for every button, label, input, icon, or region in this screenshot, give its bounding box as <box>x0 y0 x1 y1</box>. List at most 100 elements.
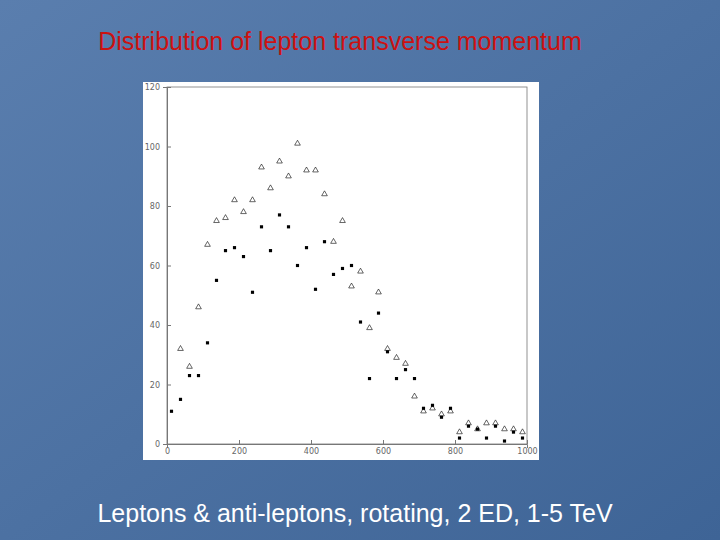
point <box>412 393 418 398</box>
y-tick: 40 <box>150 321 171 330</box>
point <box>377 312 380 315</box>
point <box>512 431 515 434</box>
point <box>413 377 416 380</box>
x-tick-mark <box>527 440 528 444</box>
point <box>503 439 506 442</box>
point <box>250 197 256 202</box>
y-tick-mark <box>167 147 171 148</box>
point <box>286 173 292 178</box>
point <box>170 410 173 413</box>
slide: Distribution of lepton transverse moment… <box>0 0 720 540</box>
point <box>278 213 281 216</box>
point <box>196 304 202 309</box>
x-tick: 600 <box>376 440 391 456</box>
x-tick-mark <box>311 440 312 444</box>
point <box>305 246 308 249</box>
point <box>268 185 274 190</box>
point <box>322 191 328 196</box>
point <box>206 341 209 344</box>
point <box>233 246 236 249</box>
point <box>367 325 373 330</box>
point <box>242 255 245 258</box>
point <box>224 249 227 252</box>
y-tick-mark <box>167 385 171 386</box>
x-tick-label: 1000 <box>517 447 537 456</box>
x-tick-mark <box>455 440 456 444</box>
y-tick-mark <box>167 87 171 88</box>
point <box>314 288 317 291</box>
point <box>259 164 265 169</box>
point <box>394 354 400 359</box>
x-tick: 1000 <box>517 440 537 456</box>
point <box>223 215 229 220</box>
point <box>232 197 238 202</box>
point <box>332 273 335 276</box>
point <box>178 346 184 351</box>
series <box>178 140 526 433</box>
y-tick: 120 <box>145 83 171 92</box>
point <box>493 420 499 425</box>
point <box>331 238 337 243</box>
point <box>349 283 355 288</box>
point <box>431 404 434 407</box>
plot-panel <box>143 82 539 460</box>
point <box>466 420 472 425</box>
point <box>494 425 497 428</box>
point <box>467 425 470 428</box>
point <box>368 377 371 380</box>
point <box>403 360 409 365</box>
x-tick: 800 <box>448 440 463 456</box>
point <box>215 279 218 282</box>
y-tick: 60 <box>150 262 171 271</box>
point <box>323 240 326 243</box>
x-tick-label: 400 <box>304 447 319 456</box>
point <box>260 225 263 228</box>
point <box>251 291 254 294</box>
y-tick: 80 <box>150 202 171 211</box>
y-tick-label: 40 <box>150 321 160 330</box>
point <box>340 218 346 223</box>
y-tick-mark <box>167 266 171 267</box>
y-tick-mark <box>167 444 171 445</box>
x-tick: 200 <box>232 440 247 456</box>
y-tick: 100 <box>145 143 171 152</box>
point <box>485 436 488 439</box>
y-tick-label: 60 <box>150 262 160 271</box>
point <box>386 350 389 353</box>
title: Distribution of lepton transverse moment… <box>98 27 582 55</box>
point <box>277 158 283 163</box>
point <box>511 426 517 431</box>
point <box>449 407 452 410</box>
point <box>188 374 191 377</box>
series <box>170 213 524 442</box>
point <box>404 368 407 371</box>
point <box>458 436 461 439</box>
point <box>341 267 344 270</box>
point <box>350 264 353 267</box>
point <box>214 218 220 223</box>
point <box>439 411 445 416</box>
point <box>187 363 193 368</box>
x-axis-line <box>168 445 528 449</box>
x-tick-label: 600 <box>376 447 391 456</box>
y-tick-mark <box>167 206 171 207</box>
y-tick: 0 <box>155 440 171 449</box>
background <box>0 0 720 540</box>
y-axis: 020406080100120 <box>145 83 171 449</box>
point <box>179 398 182 401</box>
point <box>521 436 524 439</box>
point <box>376 289 382 294</box>
x-tick-mark <box>383 440 384 444</box>
point <box>457 429 463 434</box>
point <box>358 268 364 273</box>
point <box>440 416 443 419</box>
point <box>287 225 290 228</box>
point <box>359 320 362 323</box>
point <box>295 140 301 145</box>
point <box>520 429 526 434</box>
x-tick-label: 800 <box>448 447 463 456</box>
y-tick-label: 0 <box>155 440 160 449</box>
point <box>502 426 508 431</box>
x-tick-mark <box>239 440 240 444</box>
point <box>484 420 490 425</box>
